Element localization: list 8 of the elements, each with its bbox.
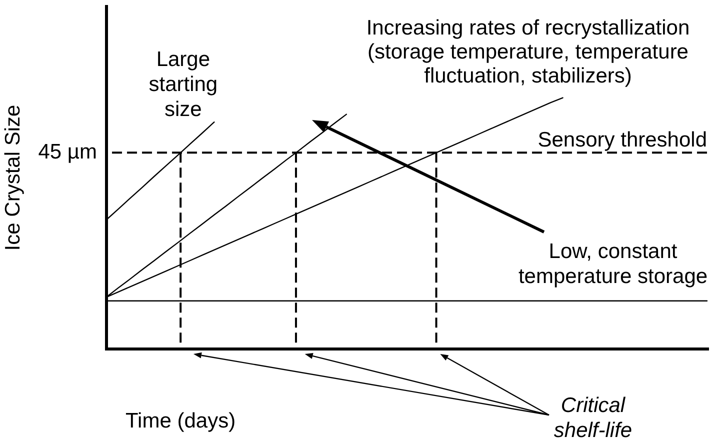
x-axis-title: Time (days) [126,410,236,432]
series-label: Large starting size [148,48,218,122]
y-axis-title: Ice Crystal Size [2,104,24,251]
text: Increasing rates of recrystallization (storage temperature, temperature fluctuation, stabilizers) [366,16,690,88]
ref-line-label: Sensory threshold [538,128,707,152]
text: 45 µm [38,140,97,164]
series-label: Low, constant temperature storage [518,240,708,288]
text: Critical shelf-life [554,394,632,442]
